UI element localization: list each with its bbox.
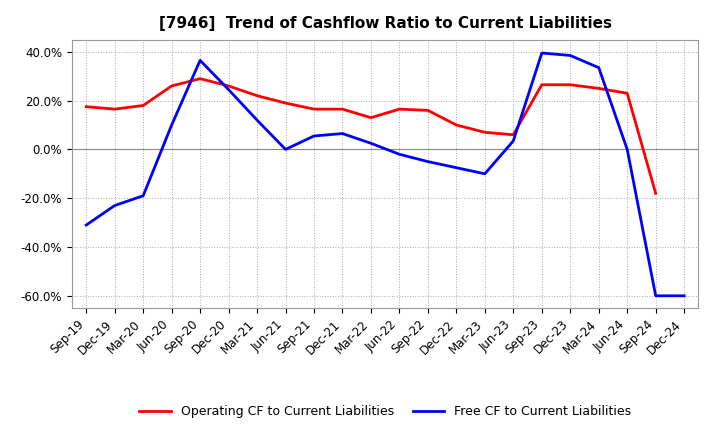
Operating CF to Current Liabilities — [366, 115, 375, 120]
Free CF to Current Liabilities — [338, 131, 347, 136]
Free CF to Current Liabilities — [225, 87, 233, 92]
Operating CF to Current Liabilities — [82, 104, 91, 110]
Free CF to Current Liabilities — [537, 50, 546, 55]
Operating CF to Current Liabilities — [110, 106, 119, 112]
Free CF to Current Liabilities — [253, 117, 261, 123]
Operating CF to Current Liabilities — [566, 82, 575, 88]
Line: Free CF to Current Liabilities: Free CF to Current Liabilities — [86, 53, 684, 296]
Title: [7946]  Trend of Cashflow Ratio to Current Liabilities: [7946] Trend of Cashflow Ratio to Curren… — [158, 16, 612, 32]
Operating CF to Current Liabilities — [282, 100, 290, 106]
Free CF to Current Liabilities — [167, 122, 176, 128]
Legend: Operating CF to Current Liabilities, Free CF to Current Liabilities: Operating CF to Current Liabilities, Fre… — [135, 400, 636, 423]
Operating CF to Current Liabilities — [509, 132, 518, 137]
Free CF to Current Liabilities — [366, 141, 375, 146]
Free CF to Current Liabilities — [680, 293, 688, 298]
Free CF to Current Liabilities — [395, 152, 404, 157]
Free CF to Current Liabilities — [82, 222, 91, 227]
Free CF to Current Liabilities — [509, 138, 518, 143]
Operating CF to Current Liabilities — [167, 83, 176, 88]
Operating CF to Current Liabilities — [623, 91, 631, 96]
Free CF to Current Liabilities — [480, 171, 489, 176]
Operating CF to Current Liabilities — [196, 76, 204, 81]
Free CF to Current Liabilities — [652, 293, 660, 298]
Operating CF to Current Liabilities — [423, 108, 432, 113]
Free CF to Current Liabilities — [110, 203, 119, 208]
Operating CF to Current Liabilities — [310, 106, 318, 112]
Operating CF to Current Liabilities — [395, 106, 404, 112]
Operating CF to Current Liabilities — [338, 106, 347, 112]
Line: Operating CF to Current Liabilities: Operating CF to Current Liabilities — [86, 79, 656, 193]
Operating CF to Current Liabilities — [480, 130, 489, 135]
Operating CF to Current Liabilities — [139, 103, 148, 108]
Free CF to Current Liabilities — [196, 58, 204, 63]
Free CF to Current Liabilities — [566, 53, 575, 58]
Operating CF to Current Liabilities — [652, 191, 660, 196]
Free CF to Current Liabilities — [623, 147, 631, 152]
Free CF to Current Liabilities — [310, 133, 318, 139]
Operating CF to Current Liabilities — [225, 83, 233, 88]
Free CF to Current Liabilities — [282, 147, 290, 152]
Free CF to Current Liabilities — [423, 159, 432, 164]
Free CF to Current Liabilities — [139, 193, 148, 198]
Free CF to Current Liabilities — [452, 165, 461, 170]
Operating CF to Current Liabilities — [452, 122, 461, 128]
Operating CF to Current Liabilities — [537, 82, 546, 88]
Free CF to Current Liabilities — [595, 65, 603, 70]
Operating CF to Current Liabilities — [253, 93, 261, 99]
Operating CF to Current Liabilities — [595, 86, 603, 91]
